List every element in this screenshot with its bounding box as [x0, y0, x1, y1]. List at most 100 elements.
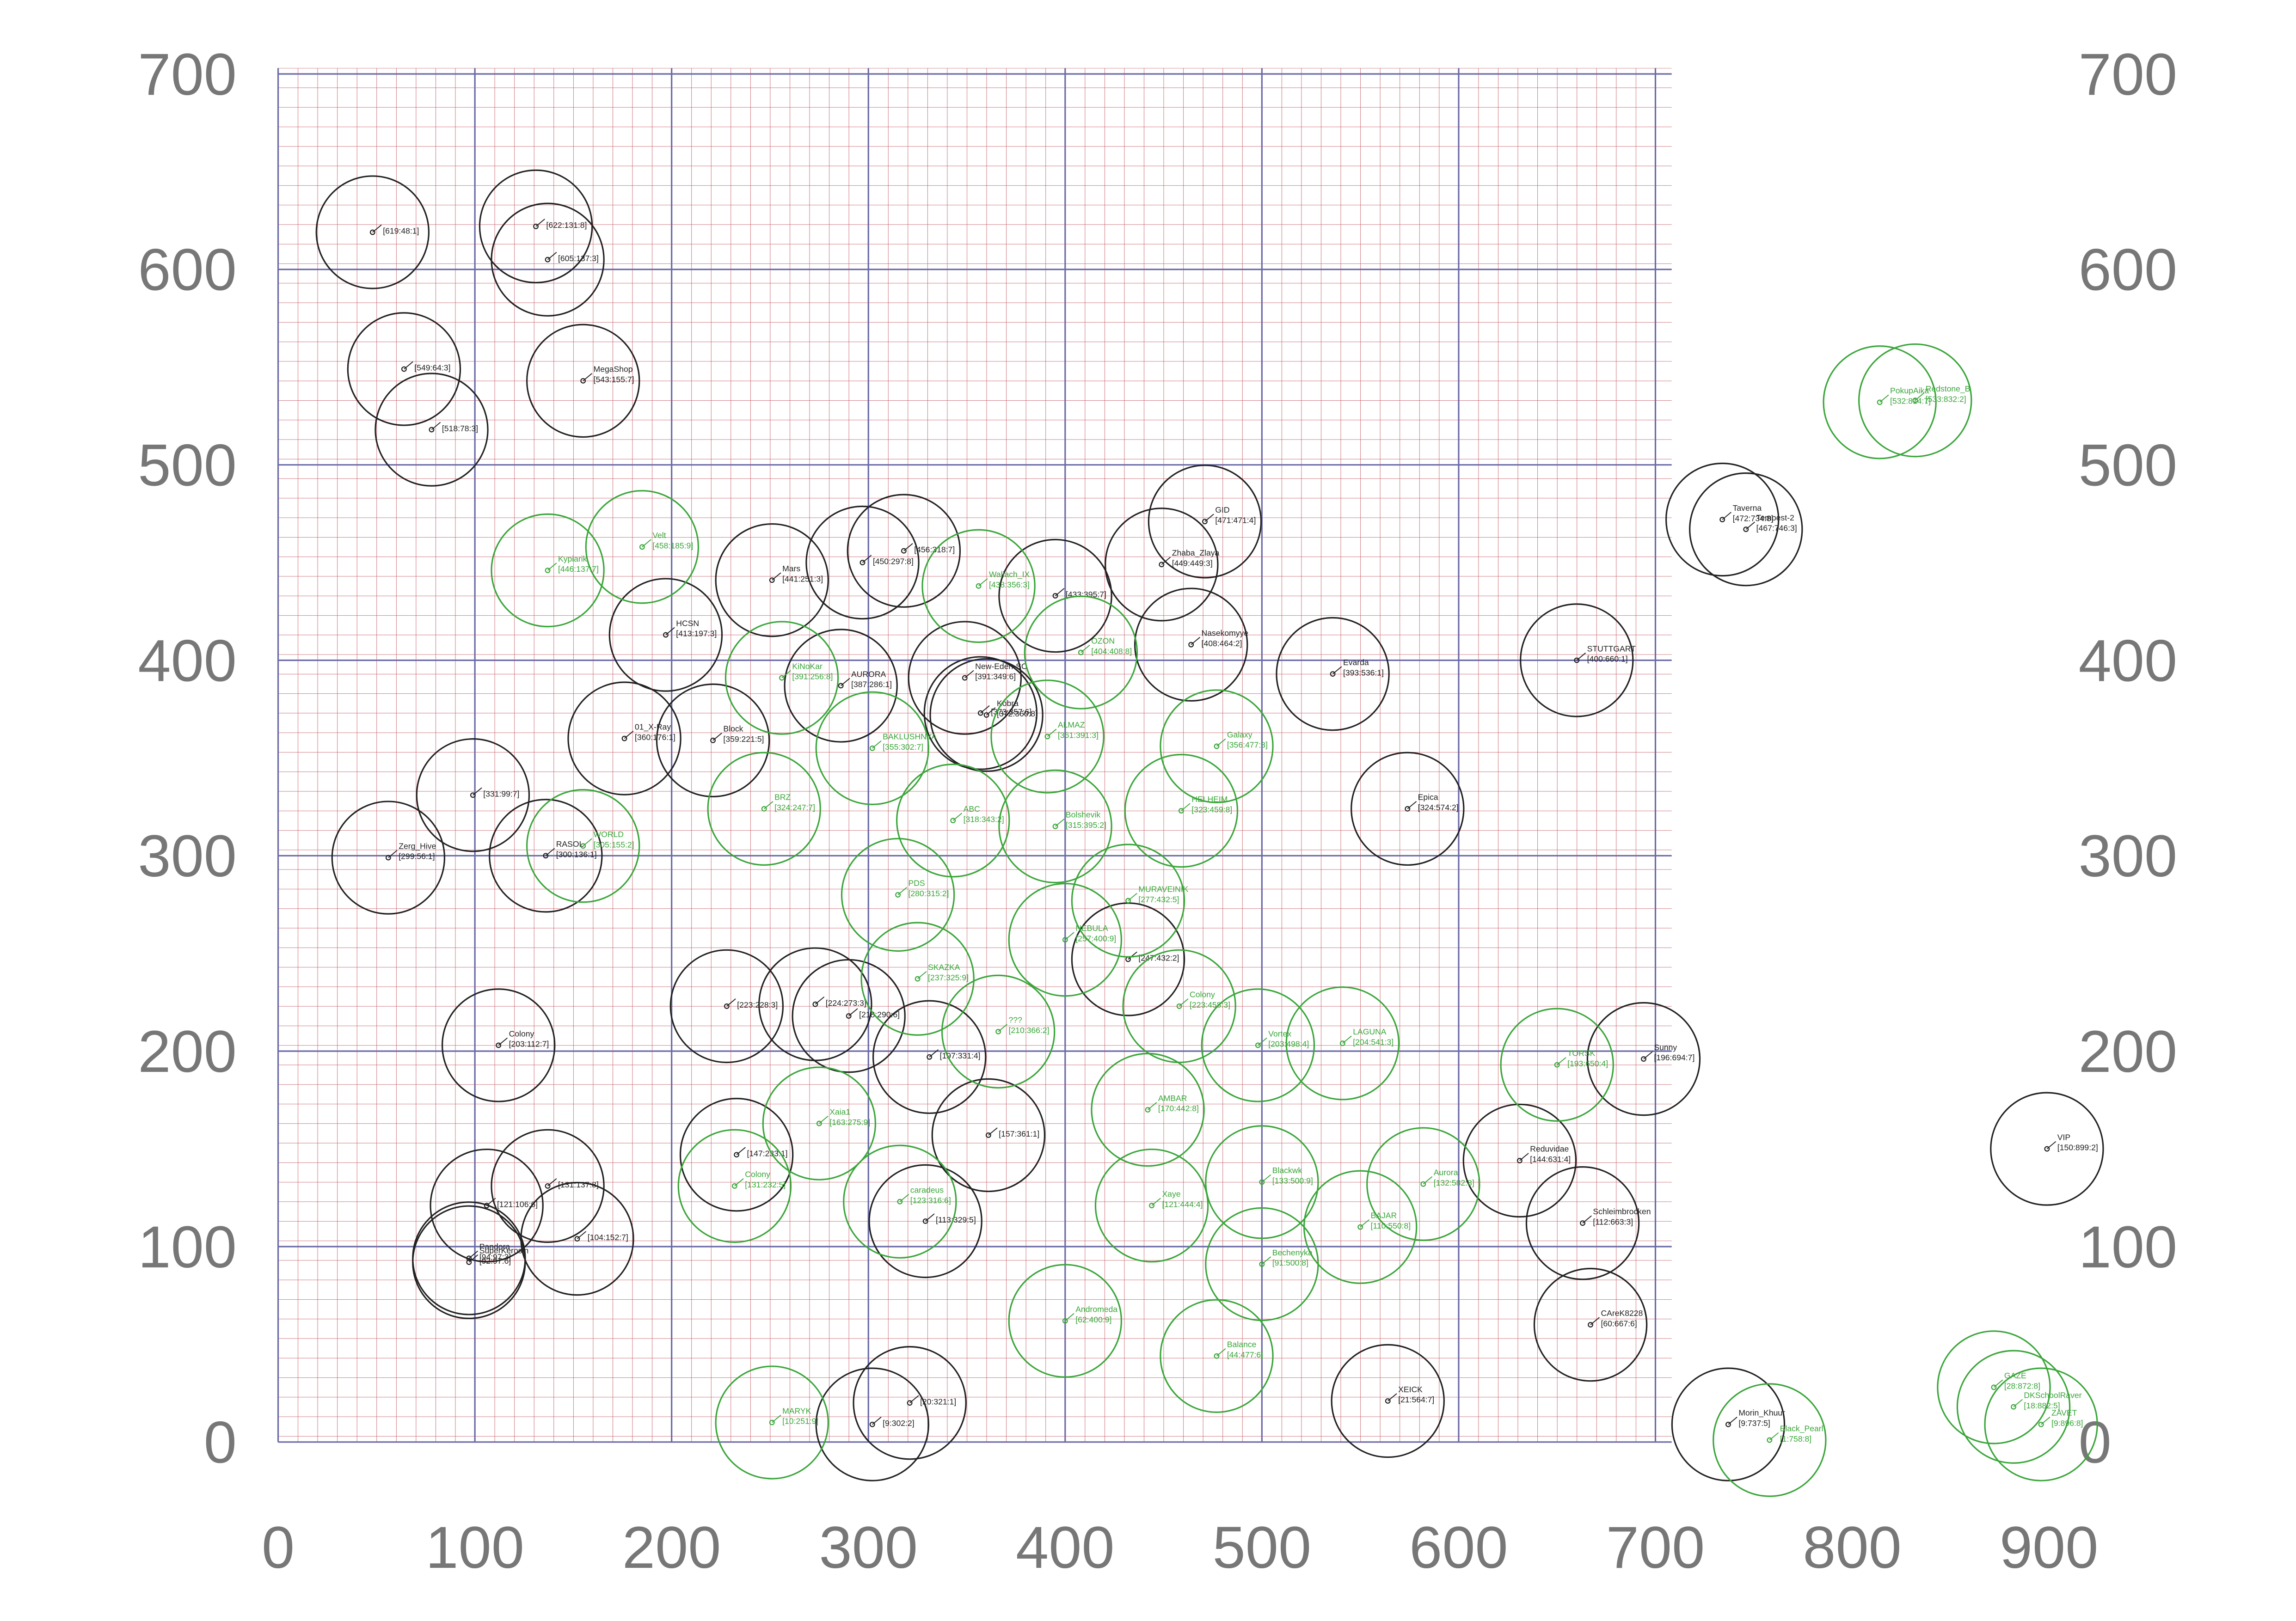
- point-name: Blackwk: [1272, 1166, 1302, 1175]
- leader: [1557, 1057, 1566, 1065]
- point-name: Schleimbrocken: [1593, 1207, 1651, 1216]
- point-label: [391:256:8]: [792, 672, 833, 681]
- leader: [498, 1037, 508, 1046]
- point-name: RASOL: [556, 839, 584, 849]
- point-name: ???: [1009, 1015, 1023, 1025]
- point-label: [28:872:8]: [2004, 1382, 2040, 1391]
- point-label: [112:663:3]: [1593, 1217, 1633, 1226]
- x-tick-label: 900: [2000, 1515, 2099, 1581]
- y-tick-label: 500: [2079, 432, 2178, 498]
- point-name: MURAVEINIK: [1138, 884, 1188, 893]
- range-circle: [1160, 1299, 1274, 1413]
- point-name: Vortex: [1268, 1029, 1291, 1038]
- point-label: [449:449:3]: [1172, 559, 1213, 568]
- point-label: [324:574:2]: [1418, 803, 1459, 812]
- point-label: [110:550:8]: [1371, 1221, 1411, 1230]
- point-label: [163:275:9]: [829, 1118, 870, 1127]
- point-label: [324:247:7]: [774, 803, 815, 812]
- point: [1176, 1003, 1182, 1009]
- point-name: Andromeda: [1075, 1304, 1117, 1314]
- point-label: [299:56:1]: [399, 852, 435, 861]
- point-label: [518:78:3]: [442, 424, 478, 433]
- range-circle: [921, 529, 1036, 643]
- leader: [388, 850, 398, 858]
- range-circle: [860, 922, 975, 1036]
- point: [1330, 671, 1336, 677]
- point: [985, 1132, 991, 1138]
- leader: [404, 361, 413, 370]
- point: [769, 577, 775, 583]
- range-circle: [1713, 1383, 1827, 1497]
- point: [1767, 1437, 1773, 1443]
- point-label: [467:746:3]: [1756, 523, 1797, 532]
- point-name: Balance: [1227, 1340, 1257, 1349]
- point: [639, 544, 645, 550]
- point-name: MegaShop: [594, 365, 633, 374]
- point: [1044, 734, 1050, 740]
- point: [621, 735, 627, 741]
- leader: [978, 578, 988, 587]
- range-circle: [608, 578, 723, 692]
- range-circle: [1148, 465, 1262, 579]
- leader: [772, 1414, 781, 1423]
- range-circle: [853, 1346, 967, 1460]
- range-circle: [1858, 343, 1972, 458]
- point-label: [9:737:5]: [1738, 1419, 1770, 1428]
- point-label: [197:331:4]: [940, 1051, 981, 1060]
- point: [1259, 1261, 1265, 1267]
- point-label: [203:498:4]: [1268, 1040, 1309, 1049]
- point-name: PDS: [908, 879, 925, 888]
- point-label: [9:896:8]: [2051, 1419, 2083, 1428]
- range-circle: [1285, 986, 1400, 1101]
- range-circle: [1160, 689, 1274, 803]
- point-label: [533:832:2]: [1926, 394, 1966, 404]
- leader: [1915, 392, 1925, 401]
- point-label: [408:464:2]: [1202, 639, 1242, 648]
- point: [401, 366, 407, 372]
- point-label: [441:251:3]: [782, 574, 823, 583]
- point-label: [387:286:1]: [851, 680, 892, 689]
- point: [1991, 1384, 1997, 1390]
- leader: [372, 224, 382, 233]
- leader: [1261, 1256, 1271, 1265]
- point-name: Taverna: [1733, 503, 1762, 513]
- y-tick-label: 200: [138, 1019, 237, 1085]
- point-label: [113:329:5]: [936, 1215, 976, 1224]
- leader: [1065, 932, 1074, 940]
- point: [1202, 519, 1208, 525]
- y-tick-label: 400: [2079, 628, 2178, 694]
- point-label: [605:137:3]: [558, 254, 599, 263]
- leader: [1216, 738, 1226, 747]
- leader: [929, 1049, 939, 1058]
- point-name: XEICK: [1398, 1385, 1423, 1394]
- range-circle: [1205, 1125, 1319, 1239]
- point: [663, 632, 669, 638]
- range-circle: [679, 1098, 794, 1212]
- point-name: Colony: [509, 1029, 534, 1038]
- point: [2011, 1404, 2016, 1410]
- point: [901, 548, 907, 554]
- point-name: AMBAR: [1158, 1094, 1187, 1103]
- point: [545, 568, 551, 573]
- range-circle: [1990, 1092, 2104, 1206]
- point-label: [193:650:4]: [1567, 1059, 1608, 1068]
- point: [710, 737, 716, 743]
- point-label: [404:408:8]: [1091, 647, 1132, 656]
- leader: [917, 971, 927, 979]
- point-name: PokupAika: [1890, 386, 1929, 395]
- point: [1188, 642, 1194, 648]
- range-circle: [441, 988, 556, 1102]
- range-circle: [815, 1367, 929, 1481]
- y-tick-label: 400: [138, 628, 237, 694]
- point: [1062, 937, 1068, 943]
- range-circle: [843, 1144, 957, 1259]
- point-name: VIP: [2057, 1132, 2070, 1142]
- point-name: KiNoKar: [792, 661, 823, 671]
- range-circle: [923, 656, 1038, 770]
- range-circle: [1500, 1008, 1614, 1122]
- point: [1149, 1203, 1154, 1209]
- leader: [468, 1250, 479, 1259]
- point: [369, 229, 375, 235]
- point-name: WORLD: [594, 830, 624, 839]
- leader: [909, 1395, 919, 1403]
